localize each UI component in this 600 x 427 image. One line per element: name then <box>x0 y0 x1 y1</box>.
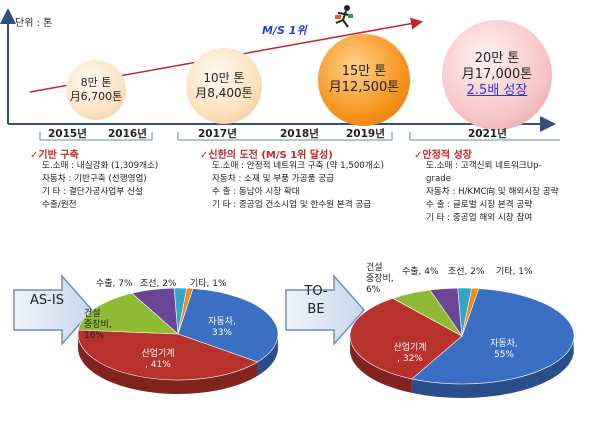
section-line: 자동차 : H/KMC向 및 해외시장 공략 <box>426 187 559 197</box>
pie-charts: 자동차, 33% 산업기계, 41% 건설 중장비, 16% 수출, 7% 조선, 2% 기타,… <box>13 262 575 398</box>
pie-slice-건설 중장비 <box>78 292 179 335</box>
pie-label: 산업기계, 41% <box>141 347 174 370</box>
year-label: 2021년 <box>468 128 507 140</box>
section-title: ✓기반 구축 <box>30 150 79 161</box>
pie-label: 수출, 4% <box>402 266 439 277</box>
section-line: 수 출 : 동남아 시장 확대 <box>212 187 300 197</box>
pie-label: 조선, 2% <box>448 266 485 277</box>
pie-label: 산업기계, 32% <box>393 341 426 364</box>
pie-label: 기타, 1% <box>190 278 227 289</box>
section-title: ✓안정적 성장 <box>414 150 472 161</box>
pie-label: 자동차, 55% <box>490 337 518 360</box>
tobe-label-1: TO- <box>304 283 328 299</box>
pie-slice-기타 <box>461 287 480 337</box>
section-line: 기 타 : 중공업 건소시업 및 한수원 본격 공급 <box>212 200 372 210</box>
pie-slice-side <box>257 335 278 376</box>
section-line: 자동차 : 기반구축 (선행영업) <box>42 174 147 184</box>
asis-label: AS-IS <box>30 292 64 308</box>
bubble-2021: 20만 톤 月17,000톤 2.5배 성장 <box>442 20 552 130</box>
growth-highlight: 2.5배 성장 <box>466 83 528 99</box>
year-label: 2019년 <box>346 128 385 140</box>
bubble-volume: 10만 톤 <box>203 71 245 85</box>
section-line: 기 타 : 중공업 해외 시장 참여 <box>426 213 533 223</box>
bubble-monthly: 月6,700톤 <box>69 90 123 103</box>
section-line: 기 타 : 결단가공사업부 신설 <box>42 187 143 197</box>
section-title: ✓신한의 도전 (M/S 1위 달성) <box>200 150 333 161</box>
pie-label: 자동차, 33% <box>208 315 236 338</box>
year-label: 2015년 <box>48 128 87 140</box>
pie-slice-기타 <box>177 287 194 335</box>
section-line: 도.소매 : 고객신뢰 네트워크Up- <box>426 161 542 171</box>
section-line: 수 출 : 글로벌 시장 본격 공략 <box>426 200 533 210</box>
bubble-monthly: 月17,000톤 <box>461 66 533 82</box>
pie-slice-자동차 <box>177 288 279 363</box>
pie-tobe: 자동차, 55% 산업기계, 32% 건설 중장비, 6% 수출, 4% 조선, 2% 기타, … <box>349 262 575 398</box>
section-line: 도.소매 : 안정적 네트워크 구축 (약 1,500개소) <box>212 161 384 171</box>
bubble-2019: 15만 톤 月12,500톤 <box>318 34 410 126</box>
bubble-monthly: 月8,400톤 <box>195 86 253 100</box>
pie-label: 수출, 7% <box>96 278 133 289</box>
market-share-label: M/S 1위 <box>262 24 307 37</box>
section-line: 수출/원전 <box>42 200 77 210</box>
pie-slice-산업기계 <box>77 329 259 381</box>
pie-slice-side <box>78 333 258 394</box>
pie-slice-side <box>350 337 412 393</box>
bubble-volume: 8만 톤 <box>80 76 112 90</box>
bubble-volume: 15만 톤 <box>341 63 387 79</box>
pie-label: 조선, 2% <box>140 278 177 289</box>
section-line: 자동차 : 소재 및 부품 가공품 공급 <box>212 174 335 184</box>
pie-label: 건설 중장비, 16% <box>84 308 112 341</box>
bubble-monthly: 月12,500톤 <box>328 80 400 95</box>
pie-asis: 자동차, 33% 산업기계, 41% 건설 중장비, 16% 수출, 7% 조선, 2% 기타,… <box>77 278 279 394</box>
pie-slice-side <box>411 339 574 398</box>
pie-label: 기타, 1% <box>496 266 533 277</box>
unit-label: 단위 : 톤 <box>15 18 53 29</box>
bubble-2017: 10만 톤 月8,400톤 <box>186 48 262 124</box>
bubble-volume: 20만 톤 <box>474 50 520 66</box>
section-line: grade <box>426 174 451 184</box>
tobe-label-2: BE <box>307 301 325 317</box>
year-label: 2017년 <box>198 128 237 140</box>
year-label: 2016년 <box>108 128 147 140</box>
section-line: 도.소매 : 내실강화 (1,309개소) <box>42 161 159 171</box>
pie-slice-자동차 <box>411 288 575 385</box>
runner-icon <box>335 5 353 28</box>
bubble-2015: 8만 톤 月6,700톤 <box>66 60 126 120</box>
year-label: 2018년 <box>280 128 319 140</box>
tobe-arrow <box>285 274 366 346</box>
pie-label: 건설 중장비, 6% <box>366 262 394 295</box>
pie-slice-산업기계 <box>349 297 463 380</box>
asis-arrow <box>13 274 94 346</box>
